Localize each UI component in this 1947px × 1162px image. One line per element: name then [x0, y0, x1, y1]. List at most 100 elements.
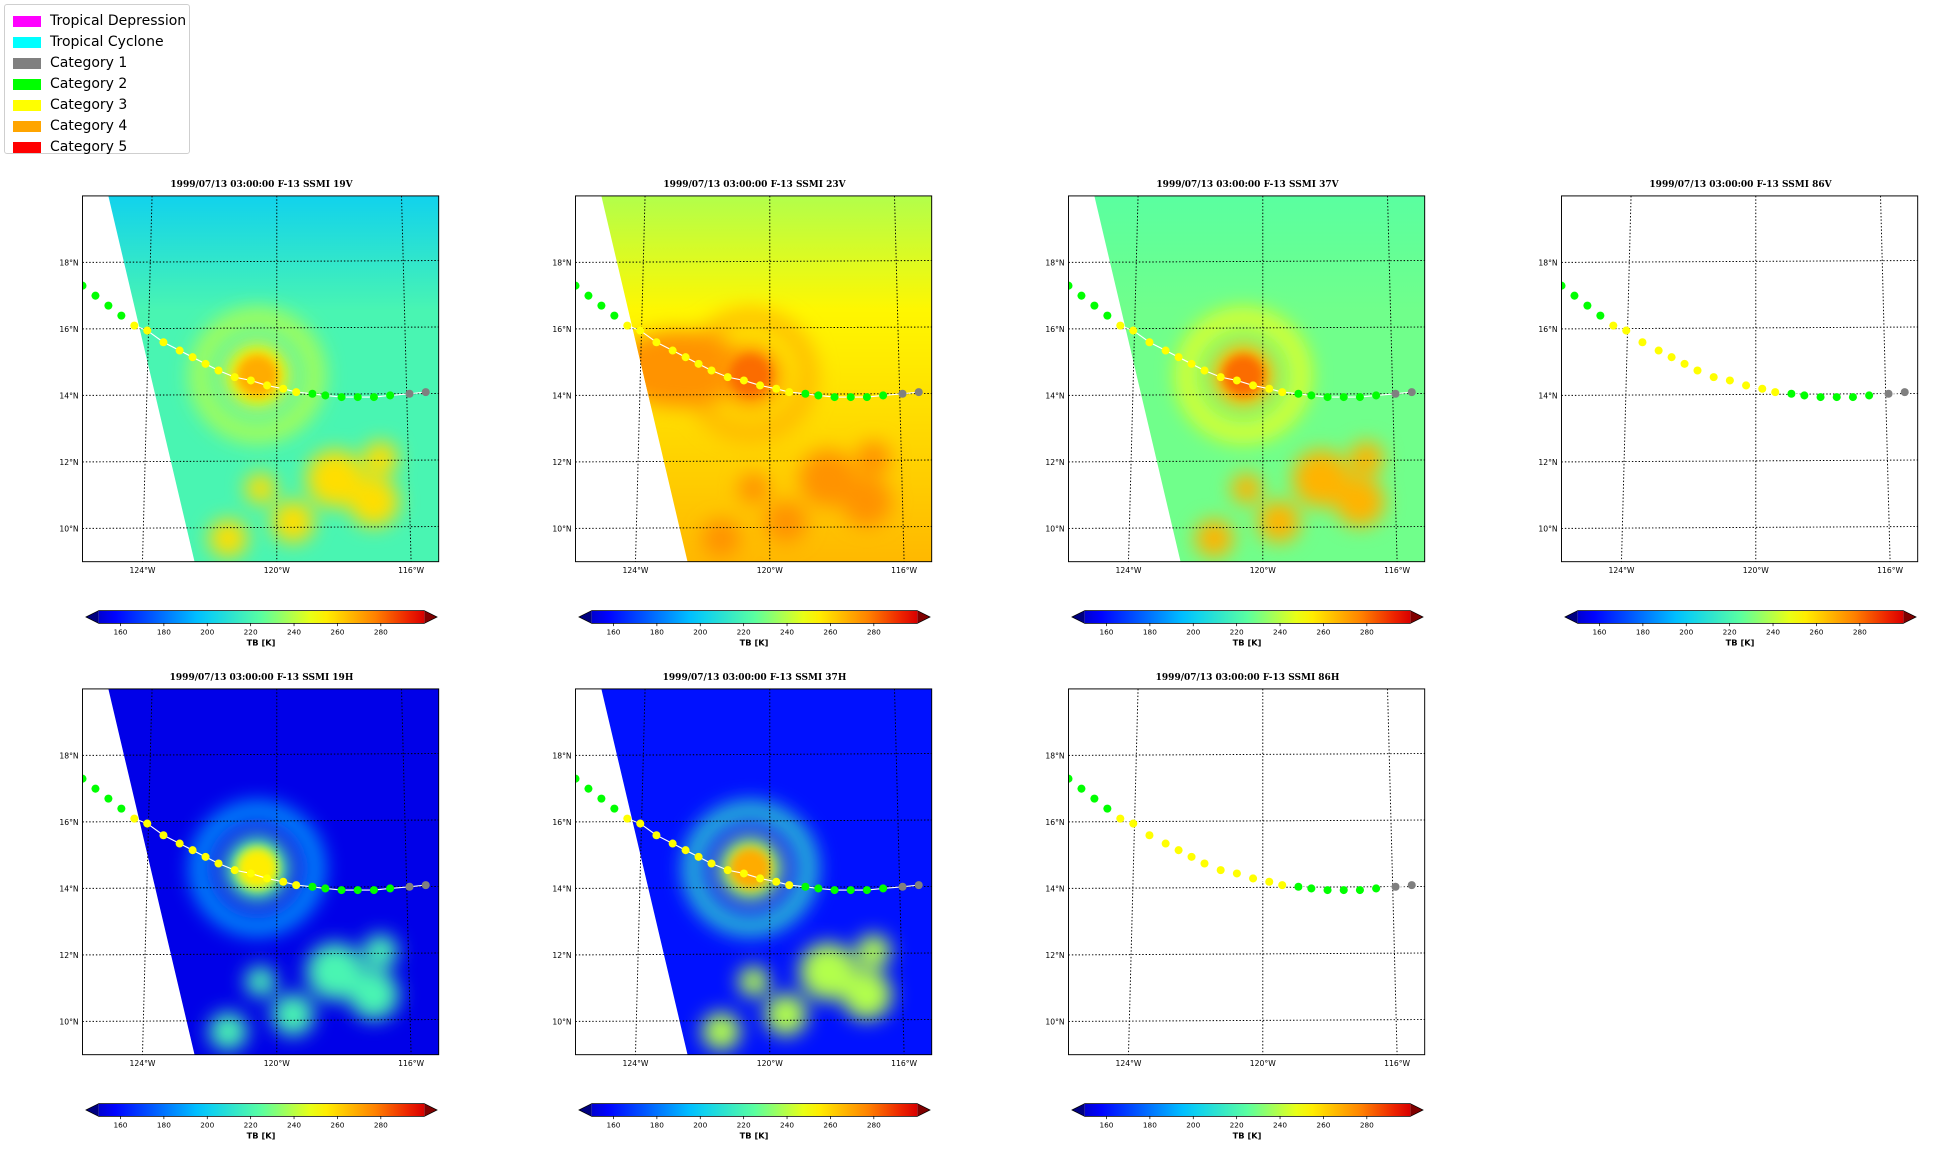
track-point: [1407, 881, 1416, 890]
track-point: [1129, 326, 1138, 335]
track-point: [230, 373, 239, 382]
track-point: [1307, 391, 1316, 400]
lat-tick-label: 10°N: [1046, 524, 1065, 533]
track-point: [353, 393, 362, 402]
legend-entry: Tropical Cyclone: [13, 32, 164, 52]
lat-tick-label: 16°N: [553, 818, 572, 827]
track-point: [386, 391, 395, 400]
colorbar-tick-label: 220: [1723, 627, 1737, 636]
track-point: [1865, 391, 1874, 400]
track-point: [421, 388, 430, 397]
brightness-temperature-swath: [601, 688, 932, 1055]
track-point: [597, 794, 606, 803]
track-point: [1265, 384, 1274, 393]
lat-tick-label: 18°N: [553, 751, 572, 760]
lon-tick-label: 124°W: [1608, 566, 1634, 575]
colorbar-tick-label: 200: [1186, 627, 1200, 636]
track-point: [772, 384, 781, 393]
track-point: [814, 391, 823, 400]
track-point: [1307, 884, 1316, 893]
track-point: [201, 852, 210, 861]
map-axes: 18°N 16°N 14°N 12°N 10°N 124°W 120°W 116°W: [553, 195, 933, 575]
lat-tick-label: 12°N: [553, 458, 572, 467]
track-point: [1407, 388, 1416, 397]
map-plot-area: [1561, 195, 1918, 562]
storm-category-legend: Tropical Depression Tropical Cyclone Categ…: [4, 4, 190, 155]
track-point: [405, 882, 414, 891]
track-point: [1583, 301, 1592, 310]
graticule: [575, 195, 932, 562]
colorbar-tick-label: 240: [1273, 627, 1287, 636]
track-point: [91, 291, 100, 300]
track-point: [1068, 281, 1073, 290]
track-point: [1249, 874, 1258, 883]
legend-swatch: [13, 120, 41, 132]
map-plot-area: [82, 688, 439, 1055]
lat-tick-label: 12°N: [60, 458, 79, 467]
colorbar: 160 180 200 220 240 260 280 TB [K]: [85, 1103, 438, 1140]
track-point: [369, 393, 378, 402]
colorbar-tick-label: 160: [1592, 627, 1606, 636]
track-point: [898, 882, 907, 891]
track-point: [321, 391, 330, 400]
track-point: [1680, 359, 1689, 368]
colorbar: 160 180 200 220 240 260 280 TB [K]: [85, 610, 438, 647]
lon-tick-label: 116°W: [398, 566, 424, 575]
track-point: [82, 281, 87, 290]
lon-tick-label: 124°W: [129, 1059, 155, 1068]
lon-tick-label: 116°W: [1384, 566, 1410, 575]
lat-tick-label: 14°N: [60, 884, 79, 893]
colorbar-tick-label: 200: [1679, 627, 1693, 636]
track-point: [1077, 784, 1086, 793]
track-point: [1116, 321, 1125, 330]
map-panel-37h: 1999/07/13 03:00:00 F-13 SSMI 37H 18°N 16°…: [553, 673, 946, 1153]
colorbar-tick-label: 200: [200, 1120, 214, 1129]
colorbar-tick-label: 220: [737, 1120, 751, 1129]
colorbar-tick-label: 240: [1273, 1120, 1287, 1129]
lon-tick-label: 120°W: [264, 566, 290, 575]
track-point: [263, 381, 272, 390]
track-point: [1232, 376, 1241, 385]
colorbar-tick-label: 280: [1360, 627, 1374, 636]
colorbar-tick-label: 280: [867, 1120, 881, 1129]
colorbar-tick-label: 180: [650, 627, 664, 636]
track-point: [1900, 388, 1909, 397]
track-point: [898, 389, 907, 398]
lat-tick-label: 16°N: [60, 818, 79, 827]
track-point: [879, 391, 888, 400]
lat-tick-label: 12°N: [1046, 951, 1065, 960]
brightness-temperature-swath: [601, 195, 932, 562]
legend-swatch: [13, 57, 41, 69]
lat-tick-label: 12°N: [60, 951, 79, 960]
track-point: [636, 326, 645, 335]
colorbar-tick-label: 240: [1766, 627, 1780, 636]
colorbar-tick-label: 160: [113, 1120, 127, 1129]
track-point: [723, 866, 732, 875]
track-point: [386, 884, 395, 893]
lon-tick-label: 116°W: [891, 566, 917, 575]
map-panel-23v: 1999/07/13 03:00:00 F-13 SSMI 23V 18°N 16°…: [553, 180, 946, 660]
track-point: [1771, 388, 1780, 397]
track-point: [421, 881, 430, 890]
colorbar-label: TB [K]: [740, 1130, 769, 1140]
track-point: [636, 819, 645, 828]
track-point: [175, 346, 184, 355]
colorbar-tick-label: 220: [244, 627, 258, 636]
colorbar-tick-label: 180: [1636, 627, 1650, 636]
lat-tick-label: 18°N: [60, 258, 79, 267]
colorbar-tick-label: 160: [113, 627, 127, 636]
legend-entry: Tropical Depression: [13, 11, 186, 31]
track-point: [1832, 393, 1841, 402]
track-point: [785, 388, 794, 397]
track-point: [1090, 301, 1099, 310]
track-point: [369, 886, 378, 895]
colorbar: 160 180 200 220 240 260 280 TB [K]: [578, 610, 931, 647]
track-point: [104, 301, 113, 310]
track-point: [1339, 886, 1348, 895]
track-point: [610, 804, 619, 813]
track-point: [862, 886, 871, 895]
legend-swatch: [13, 36, 41, 48]
colorbar-tick-label: 260: [1809, 627, 1823, 636]
track-point: [201, 359, 210, 368]
lat-tick-label: 16°N: [1046, 818, 1065, 827]
